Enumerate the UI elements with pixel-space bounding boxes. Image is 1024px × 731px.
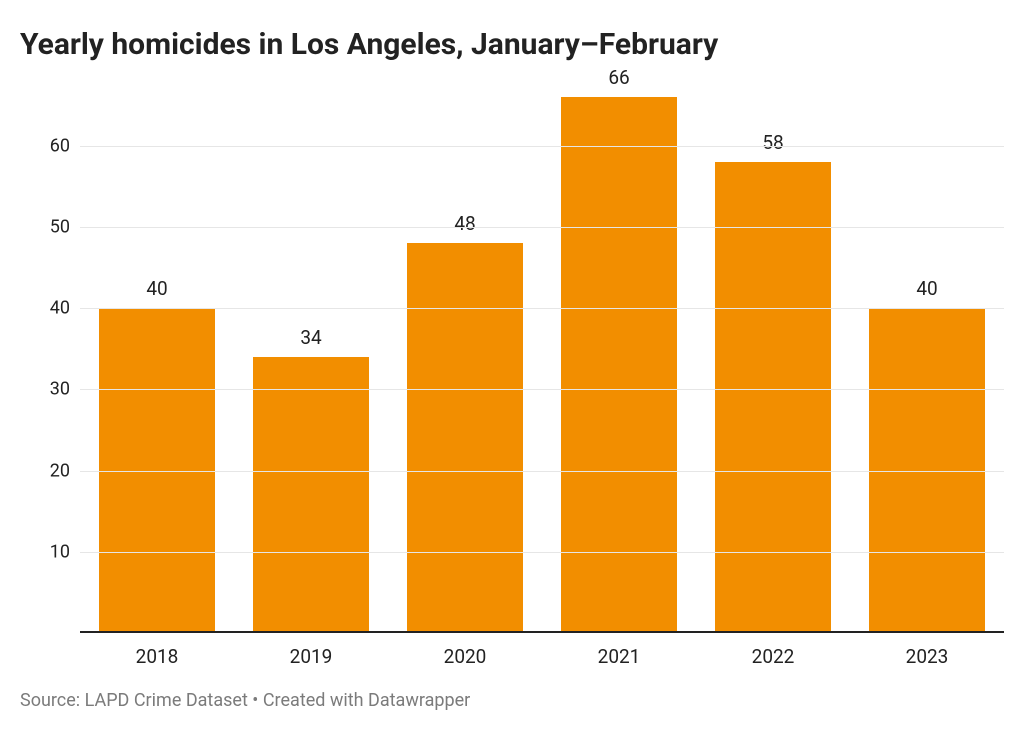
y-tick-label: 10 [50, 541, 70, 562]
grid-line [80, 389, 1004, 390]
grid-line [80, 308, 1004, 309]
bar-slot: 48 [388, 81, 542, 634]
chart-container: Yearly homicides in Los Angeles, January… [0, 0, 1024, 731]
bar-value-label: 40 [916, 277, 937, 300]
bar: 48 [407, 243, 523, 633]
grid-line [80, 227, 1004, 228]
grid-line [80, 471, 1004, 472]
y-tick-label: 30 [50, 379, 70, 400]
bar-value-label: 58 [762, 131, 783, 154]
x-tick-label: 2018 [80, 645, 234, 668]
source-line: Source: LAPD Crime Dataset • Created wit… [20, 690, 1004, 711]
y-axis: 10 20 30 40 50 60 [20, 81, 80, 634]
bar-slot: 40 [850, 81, 1004, 634]
chart-title: Yearly homicides in Los Angeles, January… [20, 28, 1004, 63]
grid-line [80, 146, 1004, 147]
axis-baseline [80, 631, 1004, 633]
plot-area: 403448665840 [80, 81, 1004, 634]
x-tick-label: 2022 [696, 645, 850, 668]
bar-slot: 40 [80, 81, 234, 634]
bar-slot: 58 [696, 81, 850, 634]
bar-value-label: 66 [608, 66, 629, 89]
bar-slot: 34 [234, 81, 388, 634]
chart-area: 102030405060 403448665840 [20, 81, 1004, 634]
bar: 34 [253, 357, 369, 633]
y-tick-label: 60 [50, 135, 70, 156]
x-tick-label: 2021 [542, 645, 696, 668]
x-tick-label: 2023 [850, 645, 1004, 668]
bars-group: 403448665840 [80, 81, 1004, 634]
x-tick-label: 2019 [234, 645, 388, 668]
y-tick-label: 40 [50, 298, 70, 319]
x-axis: 201820192020202120222023 [80, 645, 1004, 668]
y-tick-label: 20 [50, 460, 70, 481]
bar-value-label: 40 [146, 277, 167, 300]
bar-value-label: 48 [454, 212, 475, 235]
bar-value-label: 34 [300, 326, 321, 349]
bar: 58 [715, 162, 831, 633]
x-tick-label: 2020 [388, 645, 542, 668]
y-tick-label: 50 [50, 216, 70, 237]
bar-slot: 66 [542, 81, 696, 634]
grid-line [80, 552, 1004, 553]
